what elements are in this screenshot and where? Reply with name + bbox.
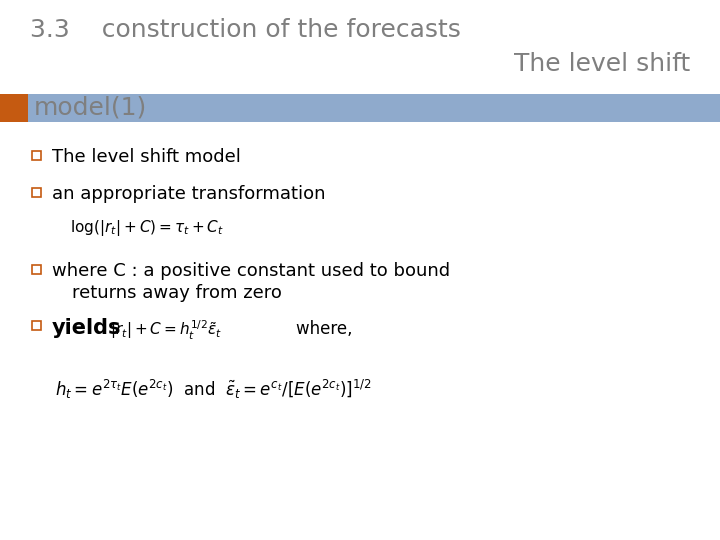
- Text: The level shift: The level shift: [514, 52, 690, 76]
- Bar: [32, 265, 41, 273]
- Text: where C : a positive constant used to bound: where C : a positive constant used to bo…: [52, 262, 450, 280]
- Text: model(1): model(1): [34, 96, 148, 120]
- Bar: [0, 94, 720, 122]
- Bar: [0, 94, 28, 122]
- Text: returns away from zero: returns away from zero: [72, 284, 282, 302]
- Bar: [32, 151, 41, 159]
- Text: $|r_t| + C = h_t^{1/2}\tilde{\varepsilon}_t$: $|r_t| + C = h_t^{1/2}\tilde{\varepsilon…: [110, 319, 222, 342]
- Text: yields: yields: [52, 318, 122, 338]
- Bar: [32, 321, 41, 329]
- Text: $\log(|r_t| + C) = \tau_t + C_t$: $\log(|r_t| + C) = \tau_t + C_t$: [70, 218, 224, 238]
- Text: an appropriate transformation: an appropriate transformation: [52, 185, 325, 203]
- Text: $h_t = e^{2\tau_t}E(e^{2c_t})$  and  $\tilde{\varepsilon}_t = e^{c_t}/[E(e^{2c_t: $h_t = e^{2\tau_t}E(e^{2c_t})$ and $\til…: [55, 378, 372, 401]
- Bar: [32, 187, 41, 197]
- Text: The level shift model: The level shift model: [52, 148, 241, 166]
- Text: 3.3    construction of the forecasts: 3.3 construction of the forecasts: [30, 18, 461, 42]
- Text: where,: where,: [275, 320, 353, 338]
